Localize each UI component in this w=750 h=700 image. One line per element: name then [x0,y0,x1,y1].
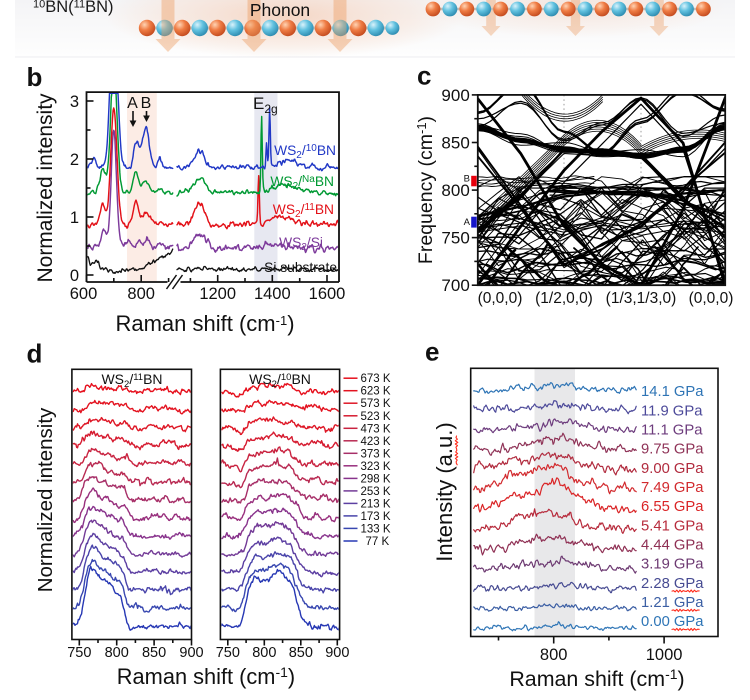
svg-text:423 K: 423 K [361,436,391,448]
svg-text:WS2/11BN: WS2/11BN [101,371,162,390]
svg-text:11.9 GPa: 11.9 GPa [641,403,703,419]
svg-text:77 K: 77 K [366,536,390,548]
svg-text:d: d [27,339,43,369]
svg-text:600: 600 [70,285,98,303]
svg-text:0: 0 [70,267,79,285]
svg-text:900: 900 [325,645,349,661]
svg-text:WS2/10BN: WS2/10BN [249,371,311,390]
svg-text:133 K: 133 K [361,523,391,535]
svg-text:(1/3,1/3,0): (1/3,1/3,0) [606,290,677,307]
svg-text:573 K: 573 K [361,398,391,410]
svg-text:9.75 GPa: 9.75 GPa [641,442,704,458]
svg-text:473 K: 473 K [361,423,391,435]
svg-text:800: 800 [252,645,276,661]
svg-text:850: 850 [441,134,469,153]
svg-text:6.55 GPa: 6.55 GPa [641,499,704,515]
svg-text:WS2/11BN: WS2/11BN [273,202,334,220]
svg-text:900: 900 [179,645,203,661]
svg-text:373 K: 373 K [361,448,391,460]
svg-text:(0,0,0): (0,0,0) [689,290,734,307]
svg-text:623 K: 623 K [361,386,391,398]
svg-text:4.44 GPa: 4.44 GPa [641,538,704,554]
svg-text:1: 1 [70,209,79,227]
svg-text:173 K: 173 K [361,511,391,523]
svg-text:3.19 GPa: 3.19 GPa [641,557,704,573]
svg-text:9.00 GPa: 9.00 GPa [641,461,704,477]
svg-text:800: 800 [105,645,129,661]
svg-text:2.28 GPa: 2.28 GPa [641,576,704,592]
svg-text:A: A [127,95,138,112]
svg-text:850: 850 [289,645,313,661]
svg-text:1600: 1600 [309,285,346,303]
svg-text:A: A [464,217,471,228]
svg-text:523 K: 523 K [361,411,391,423]
svg-text:1000: 1000 [646,646,683,664]
svg-text:673 K: 673 K [361,373,391,385]
svg-text:1200: 1200 [199,285,236,303]
svg-text:850: 850 [142,645,166,661]
svg-text:213 K: 213 K [361,498,391,510]
svg-text:(0,0,0): (0,0,0) [478,290,523,307]
svg-text:WS2/10BN: WS2/10BN [274,143,336,161]
svg-text:750: 750 [216,645,240,661]
svg-text:298 K: 298 K [361,473,391,485]
svg-text:1.21 GPa: 1.21 GPa [641,595,704,611]
svg-text:Intensity (a.u.): Intensity (a.u.) [432,422,457,561]
svg-text:3: 3 [70,93,79,111]
svg-text:0.00 GPa: 0.00 GPa [641,614,704,630]
svg-text:B: B [464,174,470,185]
svg-text:700: 700 [441,276,469,295]
svg-text:800: 800 [540,646,568,664]
svg-text:WS2/NaBN: WS2/NaBN [270,174,334,192]
svg-text:14.1 GPa: 14.1 GPa [641,384,704,400]
svg-text:Phonon: Phonon [250,0,310,20]
svg-text:Si substrate: Si substrate [264,260,337,275]
svg-text:800: 800 [127,285,155,303]
svg-text:10BN(11BN): 10BN(11BN) [33,0,114,16]
svg-text:11.1 GPa: 11.1 GPa [641,423,703,439]
svg-text:1400: 1400 [254,285,291,303]
svg-text:WS2/Si: WS2/Si [279,235,323,253]
svg-text:750: 750 [67,645,91,661]
svg-text:750: 750 [441,229,469,248]
svg-text:5.41 GPa: 5.41 GPa [641,518,704,534]
svg-text:(1/2,0,0): (1/2,0,0) [535,290,593,307]
svg-text:Raman shift (cm-1): Raman shift (cm-1) [117,664,295,689]
svg-text:900: 900 [441,86,469,105]
svg-text:2: 2 [70,151,79,169]
svg-text:800: 800 [441,181,469,200]
svg-text:b: b [27,62,43,92]
svg-text:B: B [141,95,152,112]
svg-text:c: c [417,61,431,91]
svg-text:253 K: 253 K [361,486,391,498]
svg-text:e: e [425,337,439,367]
svg-text:Normalized intensity: Normalized intensity [34,93,57,283]
svg-text:7.49 GPa: 7.49 GPa [641,480,704,496]
svg-text:323 K: 323 K [361,461,391,473]
svg-text:Raman shift (cm-1): Raman shift (cm-1) [115,311,294,336]
svg-text:Frequency (cm-1): Frequency (cm-1) [414,116,437,264]
svg-text:Raman shift (cm-1): Raman shift (cm-1) [509,666,684,691]
svg-text:Normalized intensity: Normalized intensity [34,407,57,592]
